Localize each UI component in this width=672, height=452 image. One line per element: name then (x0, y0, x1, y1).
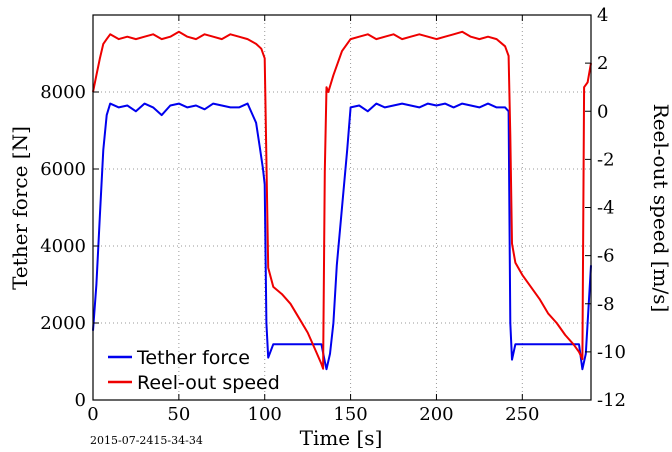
timestamp-stamp: 2015-07-2415-34-34 (90, 434, 203, 447)
x-tick-label: 100 (248, 404, 282, 425)
x-axis-label: Time [s] (300, 426, 383, 450)
y-right-tick-label: -10 (597, 342, 626, 363)
y-right-tick-label: -12 (597, 390, 626, 411)
y-right-tick-label: -2 (597, 149, 615, 170)
legend-label-tether-force: Tether force (136, 347, 250, 369)
y-left-tick-label: 4000 (40, 236, 86, 257)
y-right-tick-label: 2 (597, 53, 608, 74)
axis-ticks: 0 50 100 150 200 250 0 2000 4000 6000 8000 -12 -10 -8… (40, 5, 626, 425)
y-right-tick-label: -8 (597, 294, 615, 315)
y-right-axis-label: Reel-out speed [m/s] (649, 104, 672, 313)
x-tick-label: 0 (87, 404, 98, 425)
y-left-tick-label: 2000 (40, 313, 86, 334)
x-tick-label: 200 (419, 404, 453, 425)
x-tick-label: 250 (505, 404, 539, 425)
y-right-tick-label: -6 (597, 246, 615, 267)
x-tick-label: 50 (167, 404, 190, 425)
y-right-tick-label: 4 (597, 5, 608, 26)
y-left-axis-label: Tether force [N] (8, 126, 32, 290)
legend: Tether force Reel-out speed (108, 347, 280, 394)
x-tick-label: 150 (333, 404, 367, 425)
y-left-tick-label: 6000 (40, 159, 86, 180)
y-left-tick-label: 8000 (40, 82, 86, 103)
series-line-tether-force (92, 102, 592, 371)
legend-label-reel-out-speed: Reel-out speed (137, 372, 280, 394)
series-line-reel-out-speed (92, 30, 592, 370)
y-right-tick-label: -4 (597, 198, 615, 219)
series-lines (92, 30, 592, 371)
y-left-tick-label: 0 (75, 390, 86, 411)
y-right-tick-label: 0 (597, 101, 608, 122)
